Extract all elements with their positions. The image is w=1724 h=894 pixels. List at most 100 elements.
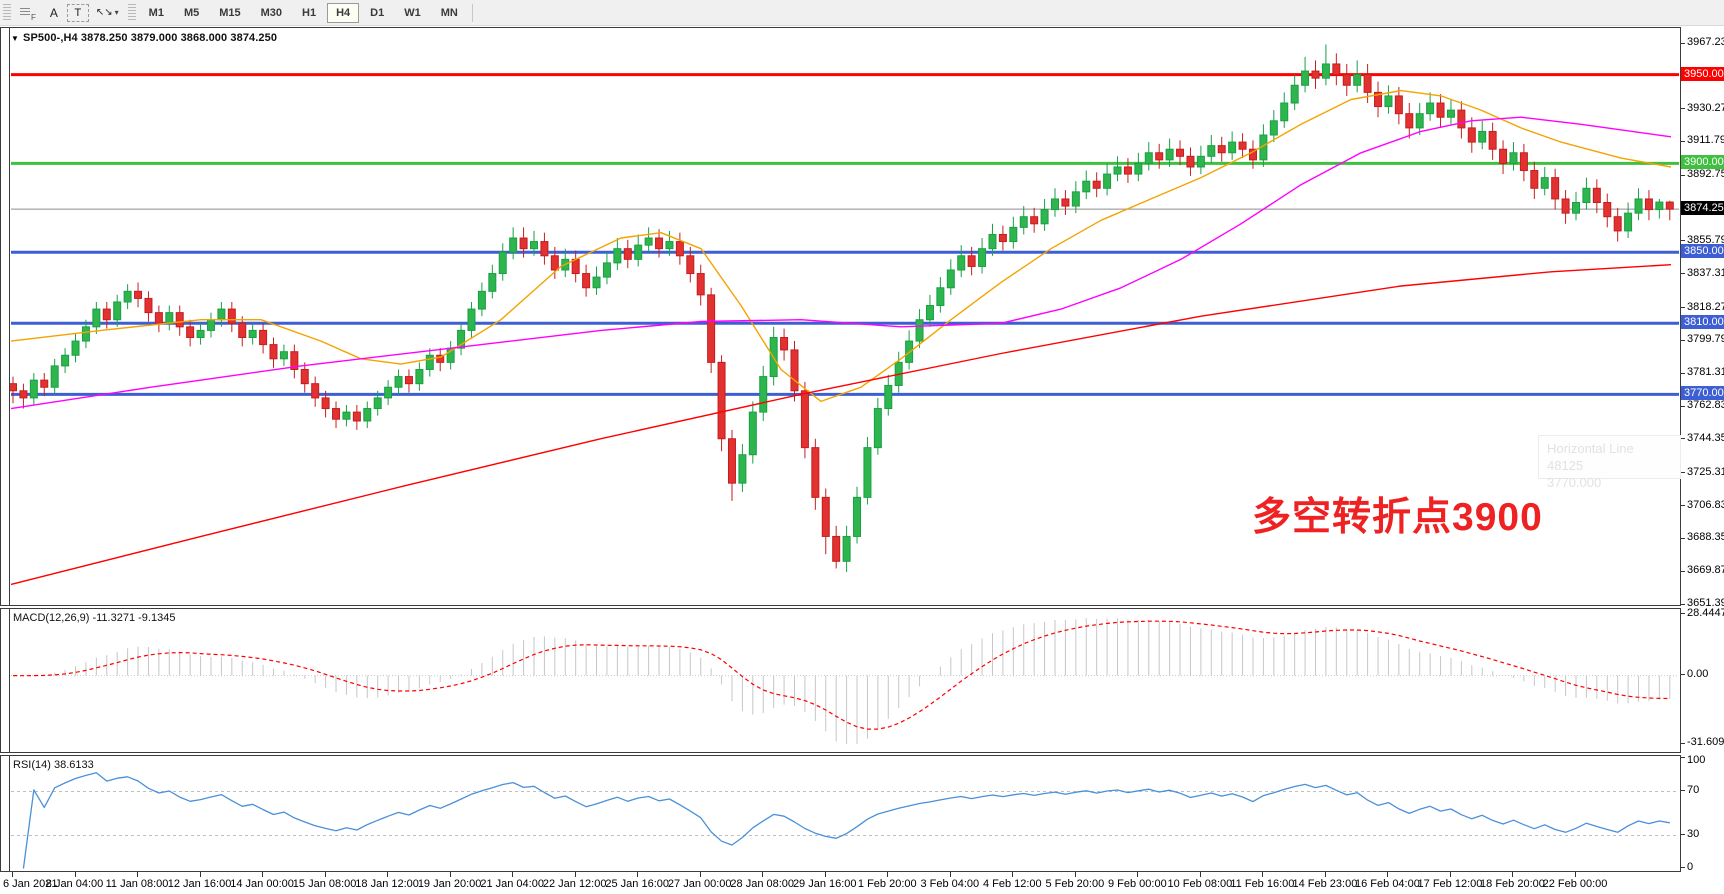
price-tick (1681, 307, 1685, 309)
tooltip-line2: 3770.000 (1547, 475, 1602, 490)
rsi-tick (1681, 834, 1685, 835)
macd-plot[interactable] (1, 609, 1680, 752)
time-tick (262, 872, 264, 877)
timeframe-button-MN[interactable]: MN (440, 6, 458, 19)
price-axis[interactable]: 3967.230 3930.270 3911.790 3892.750 3855.790… (1681, 27, 1724, 609)
chart-f-tool[interactable]: F (15, 3, 41, 23)
time-tick (199, 872, 201, 877)
time-tick (762, 872, 764, 877)
time-tick-label: 28 Jan 08:00 (730, 878, 795, 890)
time-tick-label: 4 Feb 12:00 (982, 878, 1042, 890)
time-tick (1324, 872, 1326, 877)
chart-title-text: SP500-,H4 3878.250 3879.000 3868.000 387… (23, 32, 278, 44)
price-tick-label: 3669.870 (1687, 564, 1724, 577)
time-tick (1512, 872, 1514, 877)
timeframe-button-D1[interactable]: D1 (370, 6, 385, 19)
time-tick (74, 872, 76, 877)
price-tick (1681, 405, 1685, 407)
price-tick-label: 3967.230 (1687, 36, 1724, 48)
toolbar-separator (471, 3, 473, 22)
text-box-tool[interactable]: T (66, 3, 89, 22)
time-tick-label: 6 Jan 2021 (3, 878, 58, 890)
rsi-tick-label: 70 (1687, 783, 1700, 796)
price-tick-label: 3837.310 (1687, 266, 1724, 279)
time-tick (1012, 872, 1014, 877)
time-tick (512, 872, 514, 877)
panel-left-edge (9, 28, 10, 605)
timeframe-button-H4[interactable]: H4 (327, 2, 360, 23)
time-tick (824, 872, 826, 877)
time-tick-label: 8 Jan 04:00 (45, 878, 104, 890)
time-tick (637, 872, 639, 877)
macd-tick (1681, 742, 1685, 744)
f-letter: F (31, 12, 36, 22)
time-tick (12, 872, 13, 877)
time-tick-label: 22 Jan 12:00 (542, 878, 607, 890)
price-badge: 3850.000 (1681, 244, 1724, 259)
text-box-tool-glyph: T (74, 6, 82, 19)
price-tick (1681, 438, 1685, 440)
price-tick (1681, 505, 1685, 507)
time-tick (1074, 872, 1076, 877)
timeframe-button-W1[interactable]: W1 (404, 6, 421, 19)
arrow-objects-tool[interactable]: ↖↘ ▾ (91, 3, 124, 23)
candlestick-plot[interactable] (1, 28, 1680, 605)
rsi-axis[interactable]: 100 70 30 0 (1681, 754, 1724, 873)
time-tick-label: 14 Feb 23:00 (1292, 878, 1358, 890)
macd-axis[interactable]: 28.4447 0.00 -31.6096 (1681, 607, 1724, 753)
price-badge: 3900.000 (1681, 155, 1724, 170)
price-tick-label: 3744.350 (1687, 431, 1724, 444)
rsi-tick (1681, 790, 1685, 791)
time-tick (887, 872, 889, 877)
timeframe-button-M15[interactable]: M15 (219, 6, 241, 19)
price-tick (1681, 240, 1685, 242)
price-tick-label: 3781.310 (1687, 366, 1724, 379)
main-chart-panel[interactable]: ▼ SP500-,H4 3878.250 3879.000 3868.000 38… (0, 27, 1681, 606)
time-tick-label: 5 Feb 20:00 (1045, 878, 1105, 890)
macd-tick-label: -31.6096 (1687, 736, 1724, 748)
time-tick-label: 14 Jan 00:00 (230, 878, 294, 890)
price-tick (1681, 372, 1685, 374)
panel-left-edge (9, 756, 10, 871)
rsi-tick-label: 100 (1687, 754, 1706, 766)
price-tick (1681, 42, 1685, 44)
time-tick (324, 872, 326, 877)
time-tick-label: 22 Feb 00:00 (1542, 878, 1608, 890)
ma-fast-orange (10, 89, 1672, 403)
toolbar: F A T ↖↘ ▾ M1 M5 M15 M30 H1 H4 D1 W1 MN (0, 0, 1724, 26)
toolbar-drag-handle[interactable] (3, 3, 11, 22)
time-tick (1137, 872, 1139, 877)
price-tick-label: 3762.830 (1687, 399, 1724, 412)
time-tick-label: 18 Jan 12:00 (355, 878, 419, 890)
time-tick-label: 15 Jan 08:00 (292, 878, 357, 890)
rsi-plot[interactable] (1, 756, 1680, 871)
macd-tick (1681, 674, 1685, 676)
price-tick (1681, 570, 1685, 572)
macd-label: MACD(12,26,9) -11.3271 -9.1345 (13, 612, 176, 624)
time-tick-label: 11 Feb 16:00 (1230, 878, 1295, 890)
timeframe-bar-drag-handle[interactable] (127, 3, 136, 22)
object-tooltip: Horizontal Line 48125 3770.000 (1538, 435, 1681, 490)
time-axis[interactable]: 6 Jan 2021 8 Jan 04:00 11 Jan 08:00 12 Jan … (0, 872, 1724, 894)
timeframe-button-M1[interactable]: M1 (148, 6, 164, 19)
rsi-panel[interactable]: RSI(14) 38.6133 (0, 755, 1681, 872)
time-tick (1262, 872, 1264, 877)
chart-title: ▼ SP500-,H4 3878.250 3879.000 3868.000 38… (11, 32, 277, 44)
price-badge: 3770.000 (1681, 386, 1724, 401)
tooltip-line1: Horizontal Line 48125 (1547, 441, 1634, 473)
timeframe-button-H1[interactable]: H1 (302, 6, 317, 19)
time-tick (449, 872, 451, 877)
time-tick-label: 11 Jan 08:00 (105, 878, 169, 890)
price-tick-label: 3818.270 (1687, 300, 1724, 313)
time-tick-label: 1 Feb 20:00 (857, 878, 917, 890)
timeframe-button-M30[interactable]: M30 (260, 6, 283, 19)
rsi-tick-label: 0 (1687, 860, 1694, 873)
text-label-tool[interactable]: A (43, 3, 65, 23)
timeframe-button-M5[interactable]: M5 (183, 6, 200, 19)
time-tick (137, 872, 139, 877)
chart-annotation: 多空转折点3900 (1252, 496, 1543, 539)
macd-panel[interactable]: MACD(12,26,9) -11.3271 -9.1345 (0, 608, 1681, 753)
time-tick-label: 3 Feb 04:00 (920, 878, 980, 890)
symbol-dropdown-icon[interactable]: ▼ (11, 34, 20, 43)
